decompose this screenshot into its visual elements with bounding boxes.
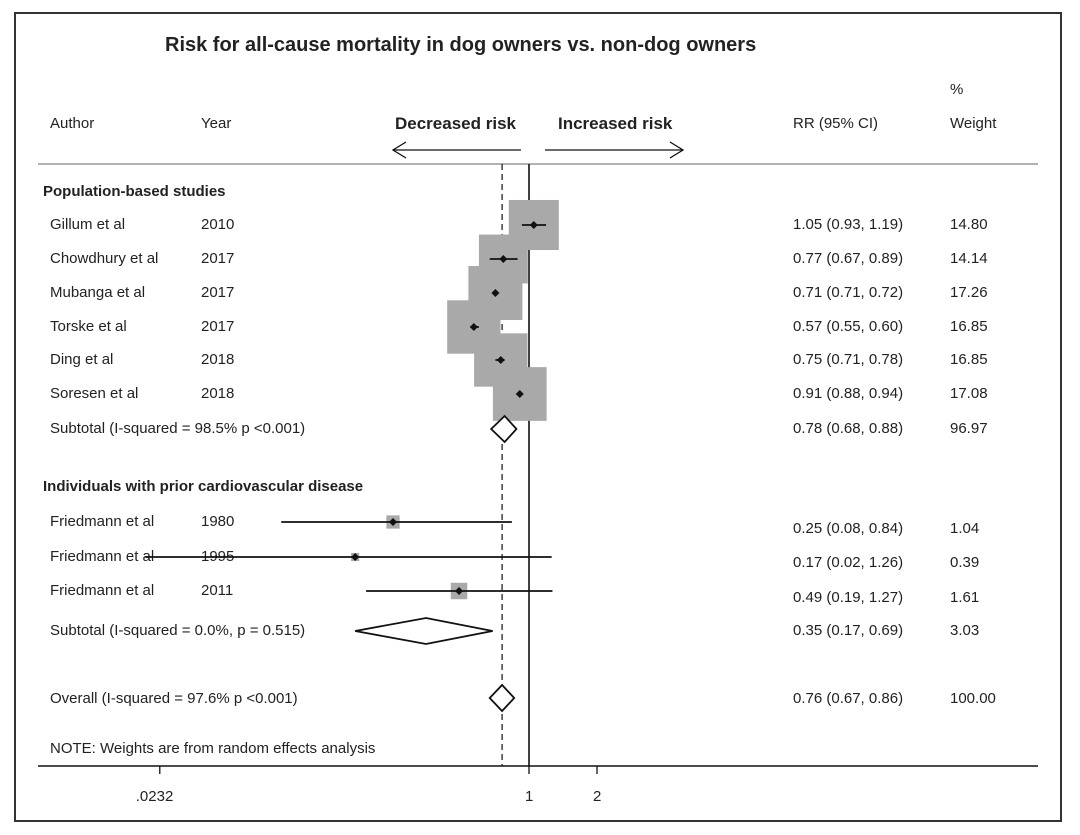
- study-year-g0-s2: 2017: [201, 284, 235, 301]
- col-header-rr: RR (95% CI): [793, 115, 879, 132]
- point-estimate-g0-s0: [529, 221, 538, 229]
- study-year-g1-s0: 1980: [201, 513, 235, 530]
- study-rr-g0-s5: 0.91 (0.88, 0.94): [793, 385, 904, 402]
- study-weight-g0-s3: 16.85: [950, 318, 988, 335]
- subtotal-diamond-g1: [355, 617, 493, 645]
- study-author-g1-s1: Friedmann et al: [50, 548, 155, 565]
- decreased-arrow-head: [391, 141, 407, 159]
- study-rr-g1-s1: 0.17 (0.02, 1.26): [793, 554, 904, 571]
- point-estimate-g0-s4: [496, 356, 505, 364]
- point-estimate-g1-s0: [389, 518, 397, 526]
- study-author-g0-s1: Chowdhury et al: [50, 250, 159, 267]
- study-author-g1-s2: Friedmann et al: [50, 582, 155, 599]
- study-rr-g1-s2: 0.49 (0.19, 1.27): [793, 589, 904, 606]
- study-rr-g0-s2: 0.71 (0.71, 0.72): [793, 284, 904, 301]
- group-label-cardiovascular: Individuals with prior cardiovascular di…: [43, 478, 364, 495]
- study-author-g1-s0: Friedmann et al: [50, 513, 155, 530]
- col-header-author: Author: [50, 115, 95, 132]
- study-weight-g1-s1: 0.39: [950, 554, 980, 571]
- overall-rr: 0.76 (0.67, 0.86): [793, 690, 904, 707]
- col-header-year: Year: [201, 115, 232, 132]
- study-weight-g0-s0: 14.80: [950, 216, 988, 233]
- subtotal-rr-g1: 0.35 (0.17, 0.69): [793, 622, 904, 639]
- point-estimate-g0-s1: [499, 255, 508, 263]
- study-rr-g0-s1: 0.77 (0.67, 0.89): [793, 250, 904, 267]
- study-author-g0-s2: Mubanga et al: [50, 284, 146, 301]
- x-tick-label-2: 2: [593, 788, 602, 805]
- study-rr-g0-s3: 0.57 (0.55, 0.60): [793, 318, 904, 335]
- point-estimate-g1-s2: [455, 587, 464, 595]
- overall-weight: 100.00: [950, 690, 996, 707]
- subtotal-label-g0: Subtotal (I-squared = 98.5% p <0.001): [50, 420, 306, 437]
- study-year-g0-s4: 2018: [201, 351, 235, 368]
- study-year-g1-s2: 2011: [201, 582, 234, 599]
- study-author-g0-s3: Torske et al: [50, 318, 127, 335]
- study-rr-g0-s0: 1.05 (0.93, 1.19): [793, 216, 904, 233]
- group-label-population: Population-based studies: [43, 183, 226, 200]
- study-year-g0-s5: 2018: [201, 385, 235, 402]
- point-estimate-g0-s3: [469, 323, 478, 331]
- point-estimate-g1-s1: [351, 553, 360, 561]
- study-weight-g1-s2: 1.61: [950, 589, 980, 606]
- study-weight-g1-s0: 1.04: [950, 520, 980, 537]
- study-rr-g0-s4: 0.75 (0.71, 0.78): [793, 351, 904, 368]
- study-author-g0-s5: Soresen et al: [50, 385, 139, 402]
- subtotal-weight-g0: 96.97: [950, 420, 988, 437]
- point-estimate-g0-s5: [515, 390, 524, 398]
- x-tick-label-0: .0232: [135, 788, 174, 805]
- subtotal-rr-g0: 0.78 (0.68, 0.88): [793, 420, 904, 437]
- study-year-g0-s1: 2017: [201, 250, 235, 267]
- col-header-weight-pct: %: [950, 81, 964, 98]
- study-year-g0-s3: 2017: [201, 318, 235, 335]
- overall-label: Overall (I-squared = 97.6% p <0.001): [50, 690, 298, 707]
- overall-diamond: [488, 683, 516, 713]
- study-weight-g0-s2: 17.26: [950, 284, 988, 301]
- increased-arrow-head: [669, 141, 685, 159]
- study-year-g0-s0: 2010: [201, 216, 235, 233]
- decreased-risk-label: Decreased risk: [395, 114, 516, 133]
- subtotal-label-g1: Subtotal (I-squared = 0.0%, p = 0.515): [50, 622, 306, 639]
- col-header-weight: Weight: [950, 115, 997, 132]
- study-weight-g0-s4: 16.85: [950, 351, 988, 368]
- weights-note: NOTE: Weights are from random effects an…: [50, 740, 376, 757]
- subtotal-weight-g1: 3.03: [950, 622, 980, 639]
- increased-risk-label: Increased risk: [558, 114, 673, 133]
- x-tick-label-1: 1: [525, 788, 534, 805]
- point-estimate-g0-s2: [491, 289, 500, 297]
- study-rr-g1-s0: 0.25 (0.08, 0.84): [793, 520, 904, 537]
- study-weight-g0-s1: 14.14: [950, 250, 988, 267]
- chart-frame: [14, 12, 1062, 822]
- study-weight-g0-s5: 17.08: [950, 385, 988, 402]
- subtotal-diamond-g0: [489, 414, 518, 444]
- study-author-g0-s0: Gillum et al: [50, 216, 126, 233]
- chart-title: Risk for all-cause mortality in dog owne…: [165, 34, 757, 56]
- study-author-g0-s4: Ding et al: [50, 351, 114, 368]
